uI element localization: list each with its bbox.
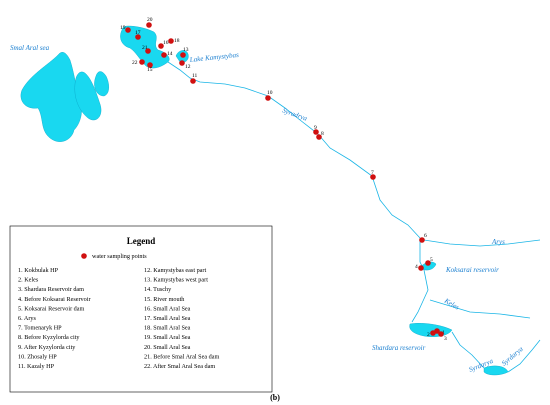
- legend-item: 21. Before Smal Aral Sea dam: [144, 353, 219, 360]
- sampling-point: [425, 260, 431, 266]
- place-label: Syrdarya: [500, 345, 525, 368]
- place-label: Smal Aral sea: [10, 44, 50, 52]
- sampling-point: [179, 60, 185, 66]
- legend-marker-label: water sampling points: [92, 253, 147, 260]
- syrdarya-upper: [507, 339, 541, 373]
- legend-title: Legend: [127, 236, 156, 246]
- point-label: 11: [192, 73, 198, 79]
- point-label: 10: [267, 90, 273, 96]
- sampling-point: [125, 27, 131, 33]
- legend-item: 14. Tuschy: [144, 286, 172, 293]
- aral-lake: [94, 71, 109, 97]
- place-label: Syradrya: [281, 106, 308, 122]
- point-label: 5: [430, 257, 433, 263]
- legend-item: 19. Small Aral Sea: [144, 334, 191, 341]
- legend-item: 12. Kamystybas east part: [144, 267, 206, 274]
- sampling-point: [161, 52, 167, 58]
- sampling-point: [139, 59, 145, 65]
- legend-item: 3. Shardara Reservoir dam: [18, 286, 84, 293]
- point-label: 6: [424, 233, 427, 239]
- legend-item: 7. Tomenaryk HP: [18, 325, 62, 332]
- legend-box: [9, 225, 273, 393]
- legend-item: 15. River mouth: [144, 296, 185, 303]
- syrdarya-lower: [451, 331, 485, 369]
- point-label: 7: [371, 170, 374, 176]
- legend-item: 17. Small Aral Sea: [144, 315, 191, 322]
- legend-item: 4. Before Koksarai Reservoir: [18, 296, 91, 303]
- water-bodies: [20, 25, 509, 376]
- keles-river: [429, 299, 531, 319]
- caption: (b): [270, 393, 280, 402]
- place-label: Keles: [442, 296, 461, 311]
- legend-item: 6. Arys: [18, 315, 36, 322]
- point-label: 16: [163, 40, 169, 46]
- legend-item: 11. Kazaly HP: [18, 363, 55, 370]
- sampling-point: [316, 134, 322, 140]
- legend-item: 22. After Smal Aral Sea dam: [144, 363, 215, 370]
- point-label: 15: [147, 67, 153, 73]
- legend-item: 13. Kamystybas west part: [144, 277, 208, 284]
- legend-item: 5. Koksarai Reservoir dam: [18, 305, 85, 312]
- sampling-point: [135, 34, 141, 40]
- point-label: 12: [185, 64, 191, 70]
- legend-item: 10. Zhosaly HP: [18, 353, 57, 360]
- sampling-point: [147, 62, 153, 68]
- place-label: Lake Kamystybas: [188, 51, 239, 64]
- small-aral: [120, 25, 170, 69]
- sampling-point: [158, 43, 164, 49]
- legend-items: 1. Kokbulak HP 2. Keles 3. Shardara Reserv…: [18, 267, 219, 370]
- legend-marker: [81, 253, 87, 259]
- point-label: 9: [314, 125, 317, 131]
- point-label: 4: [415, 264, 418, 270]
- small-reservoir: [483, 365, 509, 376]
- place-label: Arys: [491, 238, 505, 246]
- sampling-point: [313, 129, 319, 135]
- legend-item: 16. Small Aral Sea: [144, 305, 191, 312]
- sampling-points: 12345678910111213141516171819202122: [120, 17, 447, 342]
- point-label: 3: [444, 336, 447, 342]
- sampling-point: [145, 48, 151, 54]
- sampling-point: [438, 331, 444, 337]
- point-label: 20: [147, 17, 153, 23]
- koksarai-reservoir: [419, 261, 437, 271]
- point-label: 18: [174, 38, 180, 44]
- sampling-point: [146, 22, 152, 28]
- sampling-point: [265, 95, 271, 101]
- point-label: 22: [132, 60, 138, 66]
- point-label: 13: [183, 47, 189, 53]
- legend-item: 1. Kokbulak HP: [18, 267, 59, 274]
- place-label: Shardara reservoir: [372, 344, 426, 352]
- sampling-point: [190, 78, 196, 84]
- legend-item: 2. Keles: [18, 277, 39, 284]
- sampling-point: [418, 265, 424, 271]
- legend-item: 20. Small Aral Sea: [144, 344, 191, 351]
- point-label: 17: [135, 30, 141, 36]
- aral-sea-west: [20, 52, 82, 142]
- sampling-point: [180, 52, 186, 58]
- sampling-point: [430, 330, 436, 336]
- point-label: 14: [167, 51, 173, 57]
- place-label: Koksarai reservoir: [445, 266, 499, 274]
- aral-sea-east: [74, 71, 102, 121]
- point-label: 8: [321, 131, 324, 137]
- sampling-point: [419, 237, 425, 243]
- legend-item: 18. Small Aral Sea: [144, 325, 191, 332]
- legend-item: 9. After Kyzylorda city: [18, 344, 76, 351]
- arys-river: [423, 239, 541, 247]
- legend-item: 8. Before Kyzylorda city: [18, 334, 80, 341]
- sampling-point: [370, 174, 376, 180]
- sampling-point: [168, 38, 174, 44]
- point-label: 21: [142, 45, 148, 51]
- point-label: 19: [120, 25, 126, 31]
- point-label: 2: [427, 332, 430, 338]
